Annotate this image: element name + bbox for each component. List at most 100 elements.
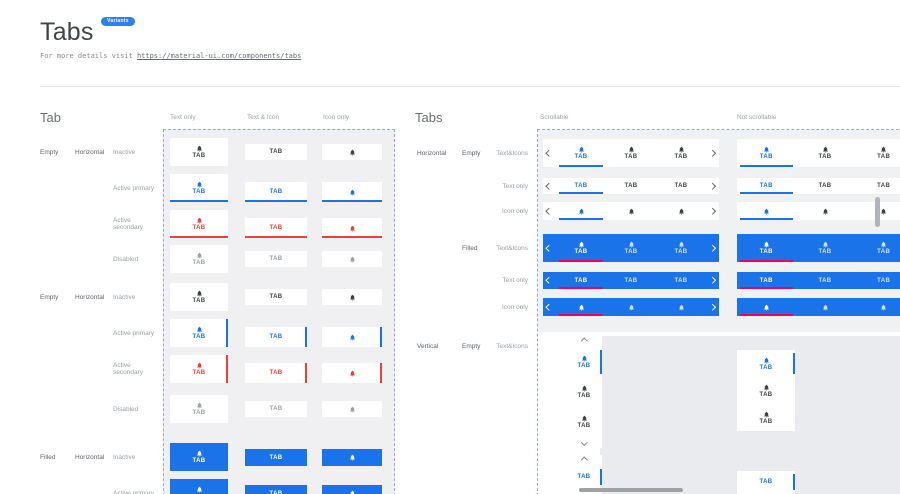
tab-cell-text-filled[interactable]: TAB xyxy=(245,449,307,466)
tab-cell-texticon-primary[interactable]: TAB xyxy=(170,174,228,202)
tab-inactive[interactable] xyxy=(656,202,706,220)
scroll-right-button[interactable] xyxy=(706,178,719,194)
scroll-right-button[interactable] xyxy=(706,234,719,262)
tab-inactive[interactable]: TAB xyxy=(796,178,855,194)
scroll-right-button[interactable] xyxy=(706,139,719,167)
scroll-left-button[interactable] xyxy=(543,234,556,262)
tab-inactive[interactable] xyxy=(606,202,656,220)
tab-inactive[interactable] xyxy=(796,298,855,316)
tab-inactive[interactable]: TAB xyxy=(656,234,706,262)
tab-cell-icononly-inactive[interactable] xyxy=(322,289,382,305)
tab-cell-icononly-secondary[interactable] xyxy=(322,363,382,383)
tab-active[interactable]: TAB xyxy=(556,272,606,289)
tab-inactive[interactable]: TAB xyxy=(854,234,900,262)
bell-icon xyxy=(881,146,887,153)
bell-icon xyxy=(196,450,202,457)
tab-cell-icononly-primary[interactable] xyxy=(322,327,382,347)
tab-cell-text-filled[interactable]: TAB xyxy=(245,485,307,494)
bell-icon xyxy=(196,145,202,152)
tab-active[interactable] xyxy=(737,202,796,220)
tab-cell-texticon-disabled[interactable]: TAB xyxy=(170,395,228,423)
tab-cell-text-inactive[interactable]: TAB xyxy=(245,289,307,305)
tab-inactive[interactable]: TAB xyxy=(796,234,855,262)
tab-active[interactable]: TAB xyxy=(737,350,795,377)
tab-cell-texticon-secondary[interactable]: TAB xyxy=(170,210,228,238)
horizontal-scrollbar[interactable] xyxy=(579,488,683,492)
tab-inactive[interactable]: TAB xyxy=(796,272,855,289)
variants-badge: Variants xyxy=(101,17,135,26)
tab-cell-texticon-disabled[interactable]: TAB xyxy=(170,245,228,273)
tab-active[interactable] xyxy=(556,202,606,220)
chevron-up-icon xyxy=(580,338,588,345)
tab-cell-text-secondary[interactable]: TAB xyxy=(245,363,307,383)
tab-cell-texticon-secondary[interactable]: TAB xyxy=(170,355,228,383)
scroll-down-button[interactable] xyxy=(566,437,602,448)
tab-inactive[interactable]: TAB xyxy=(606,234,656,262)
scroll-left-button[interactable] xyxy=(543,202,556,220)
tab-inactive[interactable] xyxy=(656,298,706,316)
scroll-right-button[interactable] xyxy=(706,298,719,316)
tab-active[interactable]: TAB xyxy=(566,466,602,488)
tab-active[interactable] xyxy=(556,298,606,316)
tab-inactive[interactable]: TAB xyxy=(566,377,602,407)
tab-cell-texticon-inactive[interactable]: TAB xyxy=(170,283,228,311)
tab-inactive[interactable] xyxy=(796,202,855,220)
scroll-left-button[interactable] xyxy=(543,178,556,194)
tab-inactive[interactable]: TAB xyxy=(796,139,855,167)
docs-link[interactable]: https://material-ui.com/components/tabs xyxy=(136,52,302,60)
tab-active[interactable]: TAB xyxy=(737,139,796,167)
tab-inactive[interactable]: TAB xyxy=(737,377,795,404)
tab-section-title: Tab xyxy=(40,110,61,125)
scroll-up-button[interactable] xyxy=(566,455,602,466)
tab-active[interactable]: TAB xyxy=(737,178,796,194)
scroll-left-button[interactable] xyxy=(543,139,556,167)
tab-active[interactable]: TAB xyxy=(566,347,602,377)
tab-cell-icononly-disabled[interactable] xyxy=(322,251,382,267)
scroll-up-button[interactable] xyxy=(566,336,602,347)
scroll-right-button[interactable] xyxy=(706,272,719,289)
tab-cell-texticon-primary[interactable]: TAB xyxy=(170,319,228,347)
tab-active[interactable]: TAB xyxy=(737,471,795,493)
tab-active[interactable]: TAB xyxy=(556,178,606,194)
tab-inactive[interactable]: TAB xyxy=(656,178,706,194)
tab-inactive[interactable]: TAB xyxy=(656,272,706,289)
tab-cell-icononly-secondary[interactable] xyxy=(322,218,382,238)
tab-cell-text-inactive[interactable]: TAB xyxy=(245,144,307,160)
tab-cell-icononly-inactive[interactable] xyxy=(322,144,382,160)
tab-active[interactable]: TAB xyxy=(737,234,796,262)
scroll-left-button[interactable] xyxy=(543,298,556,316)
tab-inactive[interactable] xyxy=(606,298,656,316)
tab-cell-text-secondary[interactable]: TAB xyxy=(245,218,307,238)
tab-cell-text-primary[interactable]: TAB xyxy=(245,182,307,202)
tab-cell-texticon-inactive[interactable]: TAB xyxy=(170,138,228,166)
tab-cell-text-disabled[interactable]: TAB xyxy=(245,401,307,417)
tab-inactive[interactable]: TAB xyxy=(606,272,656,289)
vertical-scrollbar[interactable] xyxy=(875,197,880,227)
tab-cell-icononly-disabled[interactable] xyxy=(322,401,382,417)
tabs-bar-scrollable-texticon-filled: TAB TAB TAB xyxy=(543,234,719,262)
scroll-left-button[interactable] xyxy=(543,272,556,289)
tab-inactive[interactable]: TAB xyxy=(854,139,900,167)
tab-cell-texticon-filled[interactable]: TAB xyxy=(170,479,228,494)
tab-cell-texticon-filled[interactable]: TAB xyxy=(170,443,228,471)
tab-inactive[interactable]: TAB xyxy=(854,178,900,194)
tab-cell-text-primary[interactable]: TAB xyxy=(245,327,307,347)
tab-cell-icononly-filled[interactable] xyxy=(322,485,382,494)
tab-cell-icononly-filled[interactable] xyxy=(322,449,382,466)
tab-active[interactable]: TAB xyxy=(556,234,606,262)
tab-active[interactable]: TAB xyxy=(556,139,606,167)
tab-inactive[interactable]: TAB xyxy=(656,139,706,167)
tab-inactive[interactable]: TAB xyxy=(606,178,656,194)
tab-inactive[interactable]: TAB xyxy=(737,404,795,431)
tab-inactive[interactable] xyxy=(854,298,900,316)
tab-cell-icononly-primary[interactable] xyxy=(322,182,382,202)
tab-inactive[interactable] xyxy=(854,202,900,220)
tab-inactive[interactable]: TAB xyxy=(854,272,900,289)
tab-cell-text-disabled[interactable]: TAB xyxy=(245,251,307,267)
tab-inactive[interactable]: TAB xyxy=(566,407,602,437)
tab-inactive[interactable]: TAB xyxy=(606,139,656,167)
tab-active[interactable]: TAB xyxy=(737,272,796,289)
tab-active[interactable] xyxy=(737,298,796,316)
scroll-right-button[interactable] xyxy=(706,202,719,220)
column-header-text-only: Text only xyxy=(170,114,196,121)
